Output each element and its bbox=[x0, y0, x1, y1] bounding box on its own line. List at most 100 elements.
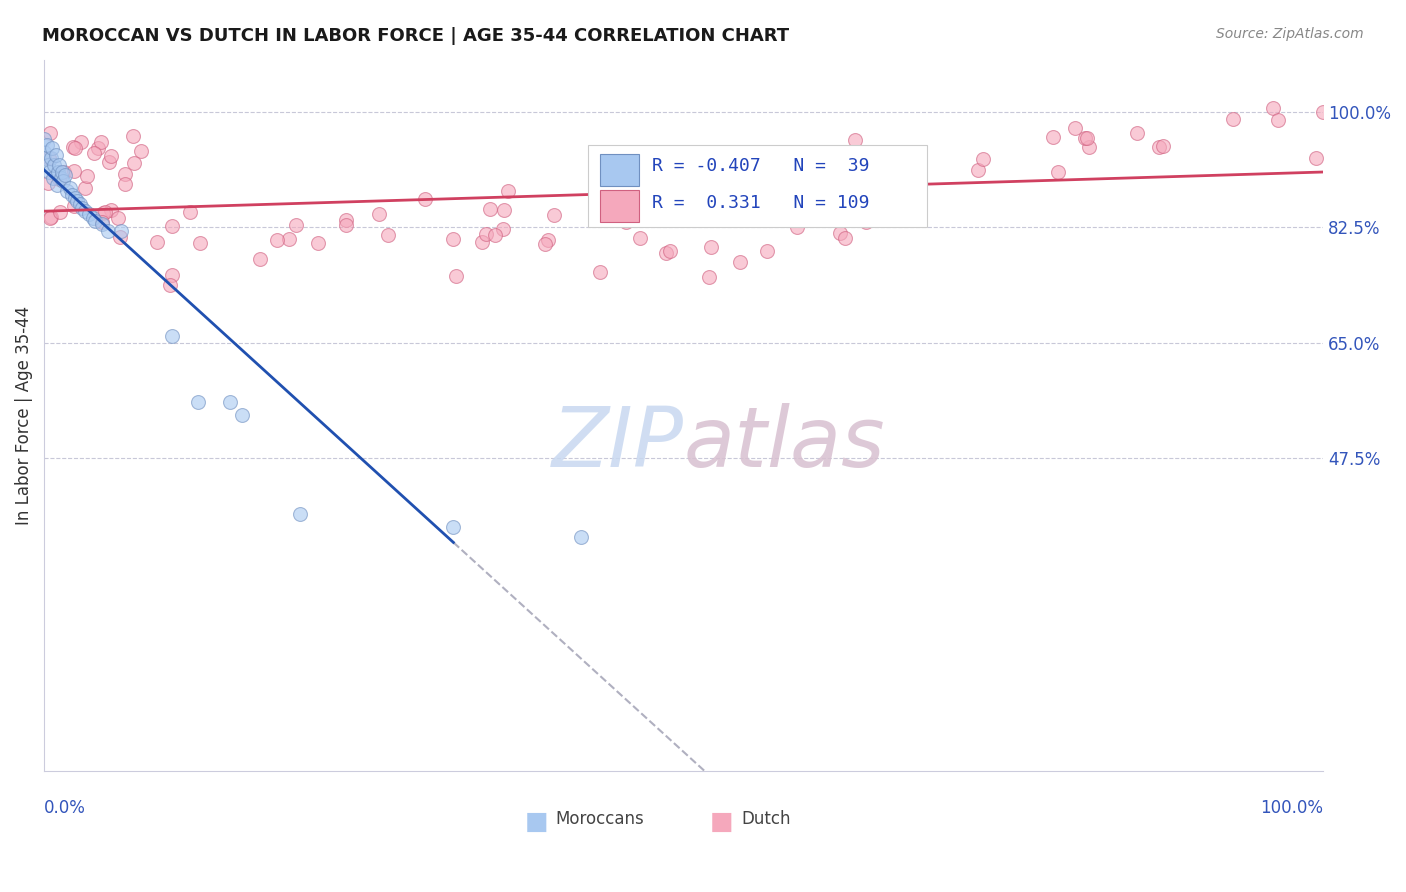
Point bbox=[35, 138, 58, 153]
Point bbox=[63, 199, 86, 213]
Point bbox=[60, 187, 83, 202]
Point bbox=[534, 237, 557, 252]
Text: Moroccans: Moroccans bbox=[555, 810, 644, 828]
Point bbox=[1147, 140, 1170, 154]
Point bbox=[569, 530, 592, 544]
Point bbox=[98, 154, 121, 169]
Point bbox=[686, 199, 709, 213]
Point bbox=[543, 208, 565, 222]
Point bbox=[32, 152, 55, 166]
Point bbox=[84, 214, 107, 228]
FancyBboxPatch shape bbox=[600, 154, 638, 186]
Point bbox=[368, 206, 391, 220]
Point bbox=[707, 155, 730, 169]
Point bbox=[38, 151, 60, 165]
Point bbox=[69, 136, 91, 150]
Text: ■: ■ bbox=[710, 810, 734, 834]
Point bbox=[830, 226, 852, 240]
FancyBboxPatch shape bbox=[588, 145, 927, 227]
Point bbox=[496, 184, 519, 198]
Point bbox=[107, 211, 129, 226]
Point bbox=[48, 205, 70, 219]
Point bbox=[77, 207, 100, 221]
Point bbox=[655, 245, 678, 260]
Point bbox=[179, 205, 201, 219]
Y-axis label: In Labor Force | Age 35-44: In Labor Force | Age 35-44 bbox=[15, 306, 32, 524]
Point bbox=[45, 178, 67, 192]
Point bbox=[589, 265, 612, 279]
Point bbox=[159, 278, 181, 293]
Point bbox=[48, 158, 70, 172]
Text: MOROCCAN VS DUTCH IN LABOR FORCE | AGE 35-44 CORRELATION CHART: MOROCCAN VS DUTCH IN LABOR FORCE | AGE 3… bbox=[42, 27, 789, 45]
Point bbox=[91, 206, 114, 220]
Text: ■: ■ bbox=[524, 810, 548, 834]
Point bbox=[855, 214, 877, 228]
Point bbox=[45, 148, 67, 162]
Point bbox=[735, 194, 758, 208]
Point bbox=[824, 211, 846, 226]
Point bbox=[972, 152, 994, 166]
Point bbox=[52, 165, 75, 179]
Point bbox=[100, 148, 122, 162]
Text: R =  0.331   N = 109: R = 0.331 N = 109 bbox=[651, 194, 869, 212]
Point bbox=[1267, 112, 1289, 127]
Point bbox=[1063, 121, 1085, 136]
Point bbox=[231, 408, 253, 422]
Point bbox=[446, 268, 468, 283]
Point bbox=[249, 252, 271, 266]
Point bbox=[441, 232, 464, 246]
Point bbox=[63, 191, 86, 205]
Point bbox=[747, 184, 769, 198]
Point bbox=[1074, 131, 1097, 145]
Point bbox=[868, 162, 890, 177]
Point bbox=[59, 181, 82, 195]
Point bbox=[1152, 139, 1174, 153]
Point bbox=[114, 177, 136, 191]
Point bbox=[42, 171, 65, 186]
Point bbox=[815, 157, 838, 171]
Point bbox=[100, 202, 122, 217]
Point bbox=[699, 240, 721, 254]
Point bbox=[110, 224, 132, 238]
Point bbox=[90, 214, 112, 228]
Point bbox=[1126, 126, 1149, 140]
Point bbox=[475, 227, 498, 242]
Point bbox=[413, 193, 436, 207]
Point bbox=[278, 232, 301, 246]
Point bbox=[1076, 130, 1098, 145]
Point bbox=[32, 131, 55, 145]
Point bbox=[335, 218, 357, 232]
Point bbox=[129, 144, 152, 158]
Point bbox=[114, 167, 136, 181]
Point bbox=[69, 197, 91, 211]
Point bbox=[1305, 151, 1327, 165]
Point bbox=[728, 254, 751, 268]
Point bbox=[62, 140, 84, 154]
Point bbox=[52, 174, 75, 188]
Point bbox=[484, 228, 506, 243]
Point bbox=[46, 164, 69, 178]
Point bbox=[160, 219, 183, 233]
Point bbox=[32, 145, 55, 159]
Point bbox=[39, 152, 62, 166]
Point bbox=[63, 163, 86, 178]
Point bbox=[1222, 112, 1244, 126]
Point bbox=[628, 231, 651, 245]
Point bbox=[377, 228, 399, 243]
Point bbox=[845, 153, 868, 168]
Point bbox=[83, 145, 105, 160]
Point bbox=[146, 235, 169, 249]
Point bbox=[37, 158, 59, 172]
Point bbox=[87, 140, 110, 154]
Point bbox=[645, 177, 668, 191]
Point bbox=[90, 217, 112, 231]
Point bbox=[66, 194, 89, 209]
Text: Dutch: Dutch bbox=[741, 810, 790, 828]
Point bbox=[835, 156, 858, 170]
Point bbox=[765, 210, 787, 224]
Point bbox=[44, 158, 66, 172]
Point bbox=[492, 222, 515, 236]
Point bbox=[72, 201, 94, 215]
Point bbox=[51, 164, 73, 178]
Point bbox=[38, 127, 60, 141]
